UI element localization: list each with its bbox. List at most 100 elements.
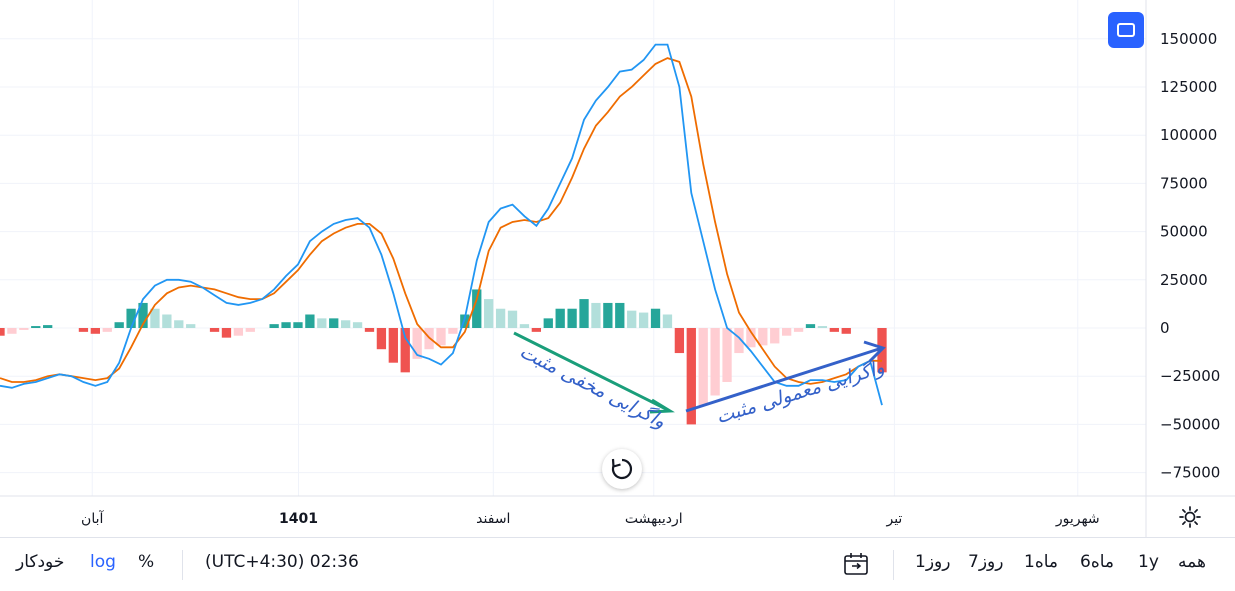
histogram-bar — [472, 289, 482, 328]
x-tick-label: 1401 — [279, 511, 318, 527]
axis-layer: 150000 125000 100000 75000 50000 25000 0 −25000… — [0, 0, 1235, 537]
fullscreen-button[interactable] — [1108, 12, 1144, 48]
histogram-bar — [376, 328, 387, 350]
histogram-bar — [412, 328, 422, 359]
histogram-bar — [543, 318, 553, 328]
histogram-bar — [698, 328, 708, 406]
histogram-bar — [150, 308, 160, 328]
x-tick-label: اسفند — [476, 511, 510, 527]
histogram-bar — [174, 320, 184, 328]
histogram-bar — [436, 328, 446, 346]
histogram-bar — [591, 302, 601, 328]
histogram-bar — [734, 328, 744, 354]
histogram-bar — [805, 324, 816, 328]
histogram-bar — [758, 328, 768, 346]
histogram-bar — [448, 328, 458, 334]
histogram-bar — [364, 328, 375, 332]
macd-line — [0, 43, 883, 406]
histogram-bar — [746, 328, 756, 348]
histogram-bar — [221, 328, 232, 338]
range-button-1d[interactable]: 1روز — [915, 552, 951, 572]
histogram-bar — [770, 328, 780, 344]
reset-chart-button[interactable] — [602, 449, 642, 489]
histogram-bar — [102, 328, 112, 332]
histogram-bar — [114, 322, 124, 328]
histogram-bar — [293, 322, 303, 328]
histogram-bar — [43, 325, 53, 328]
y-tick-label: 25000 — [1160, 271, 1208, 289]
timezone-label[interactable]: (UTC+4:30) 02:36 — [205, 552, 359, 572]
y-tick-label: 125000 — [1160, 78, 1217, 96]
range-button-1y[interactable]: 1y — [1138, 552, 1159, 572]
histogram-bar — [460, 314, 470, 328]
y-tick-label: 0 — [1160, 319, 1170, 337]
histogram-bar — [400, 328, 410, 373]
hidden-divergence-arrowhead — [649, 398, 675, 414]
auto-scale-toggle[interactable]: خودکار — [16, 552, 65, 572]
histogram-bar — [627, 310, 637, 328]
histogram-bar — [329, 318, 339, 328]
x-tick-label: اردیبهشت — [625, 511, 683, 527]
fullscreen-icon — [1117, 23, 1135, 37]
histogram-bar — [829, 328, 839, 332]
histogram-bar — [317, 318, 327, 328]
x-tick-label: آبان — [81, 510, 104, 527]
date-range-icon — [844, 553, 868, 575]
range-button-all[interactable]: همه — [1178, 552, 1206, 572]
bottom-toolbar: خودکار log % (UTC+4:30) 02:36 1روز 7روز … — [0, 537, 1235, 591]
percent-scale-toggle[interactable]: % — [138, 552, 155, 572]
histogram-bar — [662, 314, 673, 328]
histogram-bar — [782, 328, 792, 336]
range-button-7d[interactable]: 7روز — [968, 552, 1004, 572]
y-tick-label: −75000 — [1160, 464, 1220, 482]
macd-chart[interactable]: واگرایی مخفی مثبت واگرایی معمولی مثبت 150… — [0, 0, 1235, 537]
histogram-bar — [281, 322, 291, 328]
histogram-bar — [7, 328, 17, 334]
histogram-bar — [0, 328, 5, 336]
histogram-bar — [138, 302, 148, 328]
histogram-bar — [388, 328, 398, 363]
histogram-bar — [579, 299, 589, 328]
histogram-bar — [186, 324, 196, 328]
settings-icon — [1179, 506, 1201, 528]
histogram-bar — [603, 302, 613, 328]
histogram-bar — [555, 308, 565, 328]
reset-icon — [611, 458, 633, 480]
x-tick-label: شهریور — [1055, 511, 1100, 527]
histogram-bar — [674, 328, 685, 354]
y-tick-label: 75000 — [1160, 174, 1208, 192]
date-range-button[interactable] — [843, 552, 869, 576]
histogram-bar — [90, 328, 100, 334]
histogram-bar — [78, 328, 89, 332]
histogram-bar — [841, 328, 851, 334]
histogram-bar — [233, 328, 244, 336]
grid-layer — [0, 0, 1146, 496]
separator — [893, 550, 894, 580]
histogram-bar — [19, 328, 29, 330]
histogram-bar — [793, 328, 804, 332]
histogram-bar — [162, 314, 172, 328]
regular-divergence-arrow — [685, 346, 883, 413]
histogram-bar — [710, 328, 720, 396]
histogram-bar — [31, 326, 41, 328]
separator — [182, 550, 183, 580]
y-tick-label: 150000 — [1160, 30, 1217, 48]
histogram-bar — [567, 308, 577, 328]
histogram-bar — [209, 328, 220, 332]
y-tick-label: −25000 — [1160, 367, 1220, 385]
histogram-layer — [0, 289, 887, 425]
y-tick-label: −50000 — [1160, 415, 1220, 433]
y-tick-label: 50000 — [1160, 223, 1208, 241]
log-scale-toggle[interactable]: log — [90, 552, 116, 572]
histogram-bar — [269, 324, 279, 328]
histogram-bar — [638, 312, 649, 328]
settings-button[interactable] — [1178, 505, 1202, 529]
y-tick-label: 100000 — [1160, 126, 1217, 144]
range-button-1m[interactable]: 1ماه — [1024, 552, 1059, 572]
histogram-bar — [650, 308, 661, 328]
range-button-6m[interactable]: 6ماه — [1080, 552, 1115, 572]
histogram-bar — [126, 308, 136, 328]
histogram-bar — [484, 299, 494, 328]
histogram-bar — [531, 328, 541, 332]
histogram-bar — [519, 324, 530, 328]
